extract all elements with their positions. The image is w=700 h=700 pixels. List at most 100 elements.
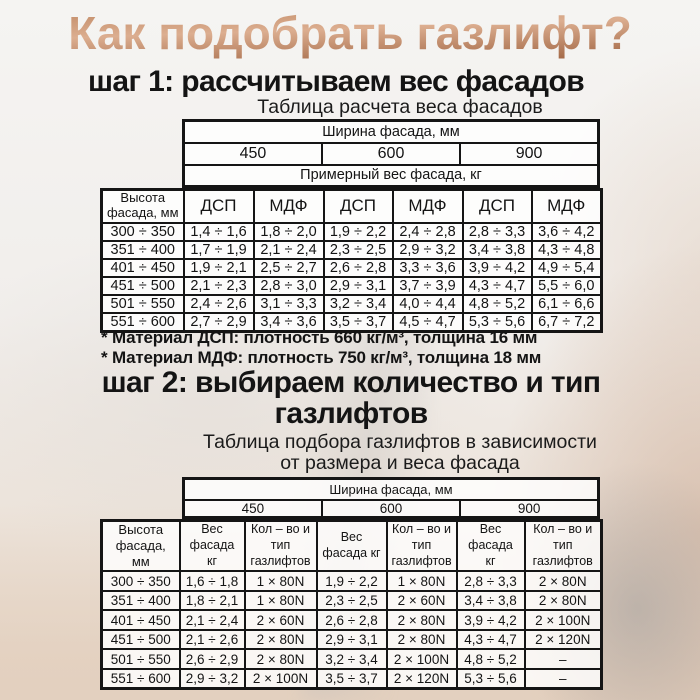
value-cell: 2,7 ÷ 2,9 <box>182 311 255 332</box>
value-cell: 2 × 80N <box>385 628 458 651</box>
value-cell: 1 × 80N <box>243 570 318 592</box>
row-header-cell: Высота фасада, мм <box>100 518 181 573</box>
value-cell: 2,9 ÷ 3,2 <box>391 239 464 260</box>
material-header-cell: ДСП <box>322 188 394 224</box>
value-cell: 3,2 ÷ 3,4 <box>322 293 394 314</box>
value-cell: 1,4 ÷ 1,6 <box>182 221 255 242</box>
value-cell: 2 × 120N <box>523 628 603 651</box>
weight-header-cell: Примерный вес фасада, кг <box>182 163 600 188</box>
value-cell: 2,8 ÷ 3,3 <box>455 570 526 592</box>
note-dsp: * Материал ДСП: плотность 660 кг/м³, тол… <box>101 328 538 347</box>
value-cell: 2,4 ÷ 2,8 <box>391 221 464 242</box>
value-cell: 2 × 100N <box>243 667 318 690</box>
table2-title: Таблица подбора газлифтов в зависимости … <box>100 432 700 473</box>
value-cell: 3,5 ÷ 3,7 <box>315 667 388 690</box>
row-header-cell: Высота фасада, мм <box>100 188 185 224</box>
width-value-cell: 900 <box>459 141 600 166</box>
value-cell: 2 × 80N <box>243 628 318 651</box>
value-cell: 3,9 ÷ 4,2 <box>461 257 533 278</box>
table-row: 501 ÷ 550 2,4 ÷ 2,6 3,1 ÷ 3,3 3,2 ÷ 3,4 4,0 … <box>100 293 603 314</box>
table-row: 451 ÷ 500 2,1 ÷ 2,3 2,8 ÷ 3,0 2,9 ÷ 3,1 3,7 … <box>100 275 603 296</box>
row-height-cell: 501 ÷ 550 <box>100 293 185 314</box>
value-cell: 2 × 120N <box>385 667 458 690</box>
material-notes: * Материал ДСП: плотность 660 кг/м³, тол… <box>101 328 541 368</box>
value-cell: 4,0 ÷ 4,4 <box>391 293 464 314</box>
gaslift-col-header-cell: Кол – во и тип газлифтов <box>243 518 318 573</box>
width-value-cell: 600 <box>320 141 462 166</box>
table-row: 451 ÷ 500 2,1 ÷ 2,6 2 × 80N 2,9 ÷ 3,1 2 × 80… <box>100 628 603 651</box>
table1-grid: Высота фасада, мм ДСП МДФ ДСП МДФ ДСП МД… <box>100 188 603 333</box>
value-cell: 2 × 100N <box>385 648 458 670</box>
table-row: 351 ÷ 400 1,8 ÷ 2,1 1 × 80N 2,3 ÷ 2,5 2 × 60… <box>100 589 603 612</box>
table-header-row: Высота фасада, мм Вес фасада кг Кол – во… <box>100 518 603 573</box>
value-cell: 5,5 ÷ 6,0 <box>530 275 603 296</box>
row-height-cell: 351 ÷ 400 <box>100 239 185 260</box>
row-height-cell: 300 ÷ 350 <box>100 570 181 592</box>
material-header-cell: МДФ <box>391 188 464 224</box>
value-cell: 3,1 ÷ 3,3 <box>252 293 325 314</box>
value-cell: 3,4 ÷ 3,8 <box>461 239 533 260</box>
width-header-cell: Ширина фасада, мм <box>182 119 600 144</box>
table2-title-line2: от размера и веса фасада <box>280 451 520 474</box>
table1-title: Таблица расчета веса фасадов <box>257 96 543 118</box>
value-cell: 4,8 ÷ 5,2 <box>461 293 533 314</box>
value-cell: 2,1 ÷ 2,3 <box>182 275 255 296</box>
value-cell: 5,3 ÷ 5,6 <box>461 311 533 332</box>
row-height-cell: 351 ÷ 400 <box>100 589 181 612</box>
table-row: 401 ÷ 450 1,9 ÷ 2,1 2,5 ÷ 2,7 2,6 ÷ 2,8 3,3 … <box>100 257 603 278</box>
table-row: 300 ÷ 350 1,6 ÷ 1,8 1 × 80N 1,9 ÷ 2,2 1 × 80… <box>100 570 603 592</box>
value-cell: 1,6 ÷ 1,8 <box>178 570 246 592</box>
value-cell: 1 × 80N <box>385 570 458 592</box>
table-row: 401 ÷ 450 2,1 ÷ 2,4 2 × 60N 2,6 ÷ 2,8 2 × 80… <box>100 609 603 631</box>
row-height-cell: 501 ÷ 550 <box>100 648 181 670</box>
value-cell: 2,8 ÷ 3,3 <box>461 221 533 242</box>
step2-heading: шаг 2: выбираем количество и тип газлифт… <box>0 367 700 429</box>
table-row: 351 ÷ 400 1,7 ÷ 1,9 2,1 ÷ 2,4 2,3 ÷ 2,5 2,9 … <box>100 239 603 260</box>
table1-width-block: Ширина фасада, мм 450 600 900 Примерный … <box>182 119 600 188</box>
value-cell: 2,1 ÷ 2,6 <box>178 628 246 651</box>
value-cell: 1,7 ÷ 1,9 <box>182 239 255 260</box>
facade-weight-table: Ширина фасада, мм 450 600 900 Примерный … <box>100 119 603 333</box>
row-height-cell: 451 ÷ 500 <box>100 275 185 296</box>
table-row: Примерный вес фасада, кг <box>182 163 600 188</box>
table2-title-line1: Таблица подбора газлифтов в зависимости <box>203 431 597 453</box>
gaslift-col-header-cell: Кол – во и тип газлифтов <box>523 518 603 573</box>
value-cell: 1,9 ÷ 2,1 <box>182 257 255 278</box>
value-cell: 2,1 ÷ 2,4 <box>252 239 325 260</box>
material-header-cell: ДСП <box>461 188 533 224</box>
value-cell: 4,3 ÷ 4,8 <box>530 239 603 260</box>
material-header-cell: МДФ <box>252 188 325 224</box>
value-cell: 3,9 ÷ 4,2 <box>455 609 526 631</box>
value-cell: 3,3 ÷ 3,6 <box>391 257 464 278</box>
value-cell: 2,9 ÷ 3,2 <box>178 667 246 690</box>
table-row: Ширина фасада, мм <box>182 477 600 501</box>
value-cell: 4,8 ÷ 5,2 <box>455 648 526 670</box>
width-value-cell: 450 <box>182 498 323 518</box>
value-cell: 2,6 ÷ 2,9 <box>178 648 246 670</box>
weight-col-header-cell: Вес фасада кг <box>178 518 246 573</box>
value-cell: 2 × 80N <box>243 648 318 670</box>
gaslift-selection-table: Ширина фасада, мм 450 600 900 Высота фас… <box>100 477 603 690</box>
table-row: 551 ÷ 600 2,7 ÷ 2,9 3,4 ÷ 3,6 3,5 ÷ 3,7 4,5 … <box>100 311 603 332</box>
gaslift-col-header-cell: Кол – во и тип газлифтов <box>385 518 458 573</box>
note-mdf: * Материал МДФ: плотность 750 кг/м³, тол… <box>101 348 542 367</box>
weight-col-header-cell: Вес фасада кг <box>315 518 388 573</box>
value-cell: 3,6 ÷ 4,2 <box>530 221 603 242</box>
value-cell: 2,9 ÷ 3,1 <box>322 275 394 296</box>
table-row: 300 ÷ 350 1,4 ÷ 1,6 1,8 ÷ 2,0 1,9 ÷ 2,2 2,4 … <box>100 221 603 242</box>
value-cell: 2,9 ÷ 3,1 <box>315 628 388 651</box>
value-cell: – <box>523 667 603 690</box>
value-cell: 1,8 ÷ 2,0 <box>252 221 325 242</box>
value-cell: 6,7 ÷ 7,2 <box>530 311 603 332</box>
value-cell: 2,6 ÷ 2,8 <box>315 609 388 631</box>
value-cell: 5,3 ÷ 5,6 <box>455 667 526 690</box>
value-cell: 2 × 60N <box>385 589 458 612</box>
value-cell: 3,5 ÷ 3,7 <box>322 311 394 332</box>
page-title: Как подобрать газлифт? <box>0 6 700 60</box>
step2-heading-line2: газлифтов <box>274 397 428 430</box>
table2-width-block: Ширина фасада, мм 450 600 900 <box>182 477 600 519</box>
table-row: 450 600 900 <box>182 141 600 166</box>
table-row: 551 ÷ 600 2,9 ÷ 3,2 2 × 100N 3,5 ÷ 3,7 2 × 1… <box>100 667 603 690</box>
value-cell: 2,3 ÷ 2,5 <box>322 239 394 260</box>
width-value-cell: 450 <box>182 141 323 166</box>
